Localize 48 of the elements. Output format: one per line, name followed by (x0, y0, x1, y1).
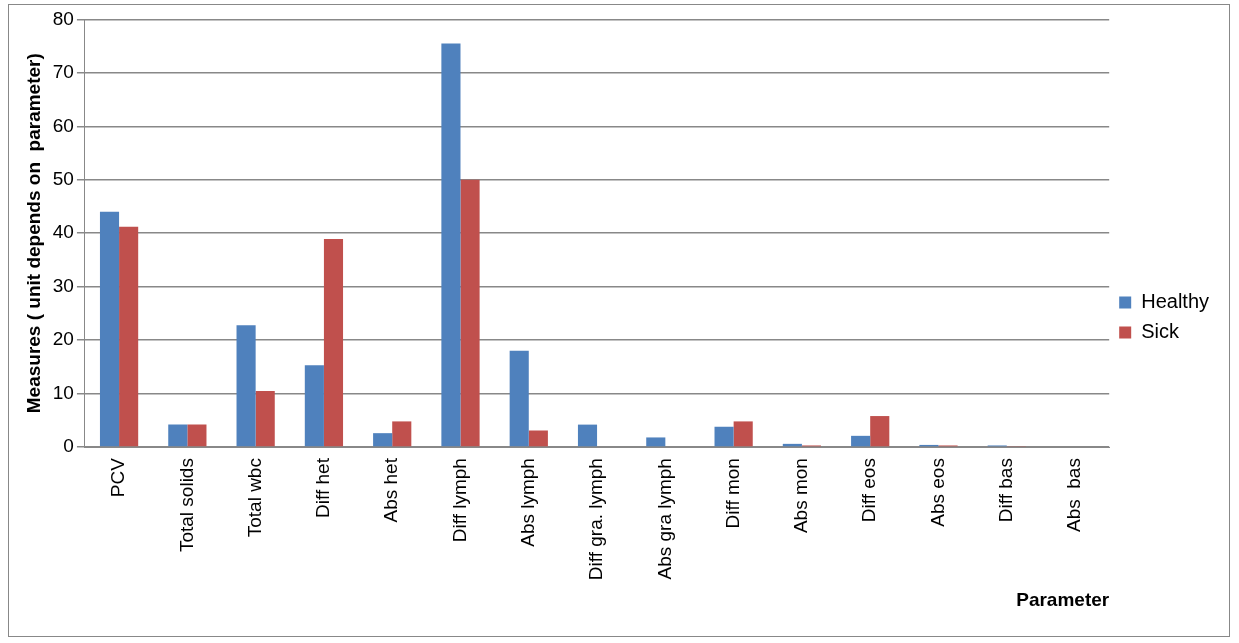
bar (304, 365, 324, 447)
y-tick-label: 0 (63, 435, 74, 457)
x-tick-label: Diff gra. lymph (585, 458, 607, 581)
y-tick-label: 20 (52, 328, 74, 350)
bar (733, 421, 753, 447)
y-tick-label: 80 (52, 7, 74, 29)
y-axis-title: Measures ( unit depends on parameter) (22, 53, 44, 414)
x-tick-label: Abs het (380, 457, 402, 523)
x-tick-label: Diff mon (721, 458, 743, 529)
bar (168, 424, 188, 447)
bar (119, 226, 139, 447)
bar (236, 325, 256, 447)
bar (577, 424, 598, 447)
x-tick-label: Diff bas (995, 458, 1016, 523)
bar (255, 390, 275, 447)
y-tick-label: 30 (52, 274, 74, 296)
bar (373, 433, 393, 447)
x-tick-label: Abs eos (926, 458, 948, 527)
x-tick-label: Total solids (175, 458, 197, 553)
x-tick-label: Abs mon (790, 458, 812, 534)
x-tick-label: Abs bas (1063, 458, 1085, 532)
y-tick-label: 70 (52, 61, 74, 83)
x-tick-label: Diff het (312, 457, 334, 518)
x-tick-label: Diff lymph (448, 458, 470, 543)
bar (870, 416, 890, 447)
x-tick-label: PCV (107, 457, 129, 498)
bar (714, 426, 734, 447)
x-tick-label: Diff eos (858, 458, 880, 523)
x-tick-label: Total wbc (243, 458, 265, 538)
bar (646, 437, 666, 447)
x-tick-label: Abs lymph (517, 458, 539, 547)
y-tick-label: 60 (52, 114, 74, 136)
bar (392, 421, 412, 447)
y-tick-label: 40 (52, 221, 74, 243)
bar (323, 239, 344, 447)
bar (460, 179, 480, 447)
bar (509, 350, 529, 447)
bar (99, 211, 120, 447)
bar (187, 424, 207, 447)
x-axis-title: Parameter (1016, 588, 1110, 610)
bar (851, 435, 871, 447)
y-tick-label: 10 (52, 381, 74, 403)
x-tick-label: Abs gra lymph (653, 458, 675, 580)
y-tick-label: 50 (52, 168, 74, 190)
bar (528, 430, 548, 447)
legend-label: Sick (1141, 320, 1180, 343)
legend-label: Healthy (1141, 290, 1209, 313)
bar (441, 43, 461, 447)
